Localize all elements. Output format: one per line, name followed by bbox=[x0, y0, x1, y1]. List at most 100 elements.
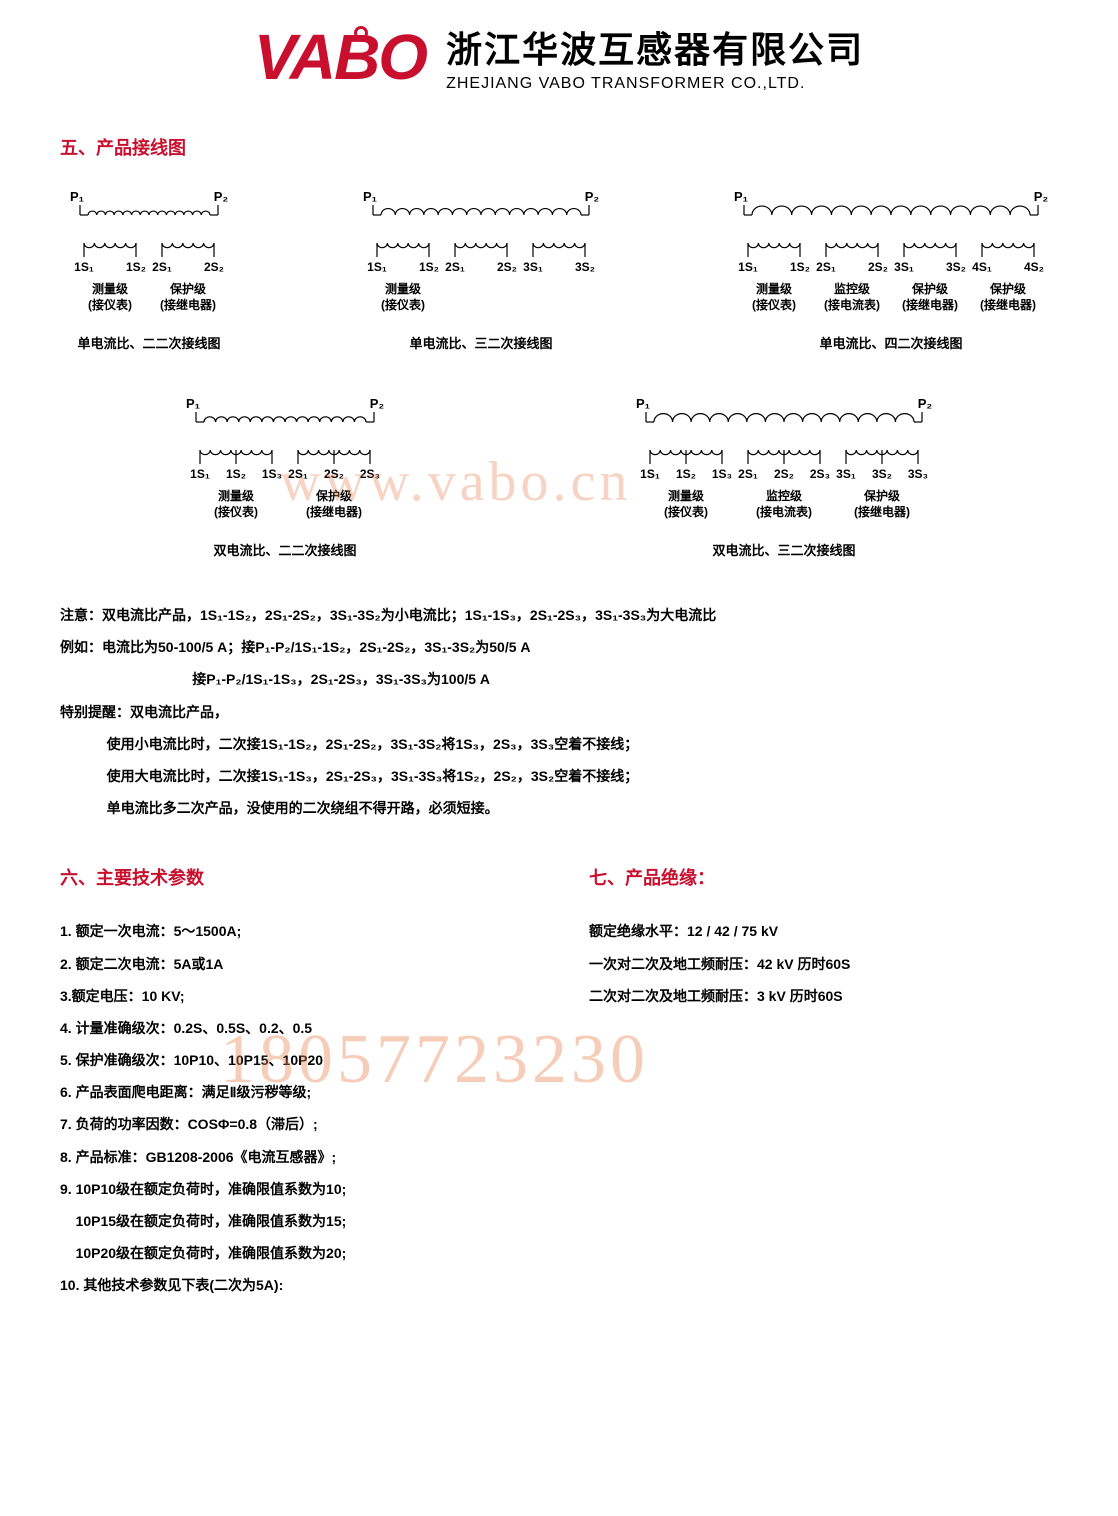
note-line: 例如：电流比为50-100/5 A；接P₁-P₂/1S₁-1S₂，2S₁-2S₂… bbox=[60, 631, 1058, 663]
svg-text:(接继电器): (接继电器) bbox=[980, 297, 1036, 312]
wiring-diagram: P₁P₂1S₁1S₂测量级(接仪表)2S₁2S₂保护级(接继电器) bbox=[60, 185, 238, 315]
diagram-caption: 单电流比、二二次接线图 bbox=[77, 333, 220, 352]
svg-text:(接继电器): (接继电器) bbox=[854, 504, 910, 519]
svg-text:(接仪表): (接仪表) bbox=[381, 297, 425, 312]
svg-text:P₁: P₁ bbox=[734, 189, 748, 204]
notes-block: 注意：双电流比产品，1S₁-1S₂，2S₁-2S₂，3S₁-3S₂为小电流比；1… bbox=[60, 599, 1058, 824]
svg-text:2S₂: 2S₂ bbox=[774, 467, 794, 481]
spec-line: 9. 10P10级在额定负荷时，准确限值系数为10; bbox=[60, 1173, 529, 1205]
svg-text:3S₂: 3S₂ bbox=[946, 260, 966, 274]
spec-line: 8. 产品标准：GB1208-2006《电流互感器》; bbox=[60, 1141, 529, 1173]
logo-text: VABO bbox=[254, 21, 426, 93]
svg-text:2S₁: 2S₁ bbox=[445, 260, 465, 274]
svg-text:(接电流表): (接电流表) bbox=[824, 297, 880, 312]
diagram-block: P₁P₂1S₁1S₂测量级(接仪表)2S₁2S₂保护级(接继电器)单电流比、二二… bbox=[60, 185, 238, 352]
svg-text:2S₂: 2S₂ bbox=[497, 260, 517, 274]
svg-text:3S₃: 3S₃ bbox=[908, 467, 928, 481]
spec-line: 5. 保护准确级次：10P10、10P15、10P20 bbox=[60, 1044, 529, 1076]
company-name-en: ZHEJIANG VABO TRANSFORMER CO.,LTD. bbox=[446, 75, 864, 93]
col-section6: 六、主要技术参数 1. 额定一次电流：5～1500A;2. 额定二次电流：5A或… bbox=[60, 834, 529, 1301]
svg-text:2S₁: 2S₁ bbox=[288, 467, 308, 481]
svg-text:1S₂: 1S₂ bbox=[226, 467, 246, 481]
svg-text:1S₁: 1S₁ bbox=[74, 260, 94, 274]
svg-text:3S₁: 3S₁ bbox=[894, 260, 914, 274]
svg-text:4S₂: 4S₂ bbox=[1024, 260, 1044, 274]
svg-text:保护级: 保护级 bbox=[315, 488, 352, 503]
svg-text:(接仪表): (接仪表) bbox=[88, 297, 132, 312]
col-section7: 七、产品绝缘： 额定绝缘水平：12 / 42 / 75 kV一次对二次及地工频耐… bbox=[589, 834, 1058, 1301]
spec-line: 10P20级在额定负荷时，准确限值系数为20; bbox=[60, 1237, 529, 1269]
svg-text:保护级: 保护级 bbox=[911, 281, 948, 296]
svg-text:P₂: P₂ bbox=[585, 189, 600, 204]
svg-text:2S₃: 2S₃ bbox=[810, 467, 830, 481]
company-name-cn: 浙江华波互感器有限公司 bbox=[446, 21, 864, 73]
wiring-diagram: P₁P₂1S₁1S₂1S₃测量级(接仪表)2S₁2S₂2S₃监控级(接电流表)3… bbox=[626, 392, 942, 522]
svg-text:测量级: 测量级 bbox=[92, 281, 128, 296]
spec-line: 10. 其他技术参数见下表(二次为5A): bbox=[60, 1269, 529, 1301]
svg-text:3S₁: 3S₁ bbox=[523, 260, 543, 274]
svg-text:P₂: P₂ bbox=[370, 396, 385, 411]
svg-text:1S₁: 1S₁ bbox=[738, 260, 758, 274]
specs-two-col: 六、主要技术参数 1. 额定一次电流：5～1500A;2. 额定二次电流：5A或… bbox=[60, 834, 1058, 1301]
svg-text:3S₂: 3S₂ bbox=[872, 467, 892, 481]
spec-line: 3.额定电压：10 KV; bbox=[60, 980, 529, 1012]
svg-text:2S₂: 2S₂ bbox=[868, 260, 888, 274]
svg-text:1S₁: 1S₁ bbox=[640, 467, 660, 481]
svg-text:监控级: 监控级 bbox=[834, 281, 870, 296]
spec-line: 7. 负荷的功率因数：COSΦ=0.8（滞后）; bbox=[60, 1108, 529, 1140]
svg-text:测量级: 测量级 bbox=[218, 488, 254, 503]
svg-text:2S₁: 2S₁ bbox=[152, 260, 172, 274]
specs7-list: 额定绝缘水平：12 / 42 / 75 kV一次对二次及地工频耐压：42 kV … bbox=[589, 915, 1058, 1012]
wiring-diagram: P₁P₂1S₁1S₂测量级(接仪表)2S₁2S₂监控级(接电流表)3S₁3S₂保… bbox=[724, 185, 1058, 315]
svg-text:2S₃: 2S₃ bbox=[360, 467, 380, 481]
page: www.vabo.cn 18057723230 VABO 浙江华波互感器有限公司… bbox=[0, 0, 1118, 1342]
svg-text:P₁: P₁ bbox=[363, 189, 377, 204]
svg-text:2S₁: 2S₁ bbox=[816, 260, 836, 274]
specs6-list: 1. 额定一次电流：5～1500A;2. 额定二次电流：5A或1A3.额定电压：… bbox=[60, 915, 529, 1301]
diagrams-row-1: P₁P₂1S₁1S₂测量级(接仪表)2S₁2S₂保护级(接继电器)单电流比、二二… bbox=[60, 185, 1058, 352]
svg-text:(接仪表): (接仪表) bbox=[664, 504, 708, 519]
diagrams-row-2: P₁P₂1S₁1S₂1S₃测量级(接仪表)2S₁2S₂2S₃保护级(接继电器)双… bbox=[60, 392, 1058, 559]
spec-line: 额定绝缘水平：12 / 42 / 75 kV bbox=[589, 915, 1058, 947]
diagram-caption: 单电流比、三二次接线图 bbox=[409, 333, 552, 352]
svg-text:2S₂: 2S₂ bbox=[324, 467, 344, 481]
spec-line: 10P15级在额定负荷时，准确限值系数为15; bbox=[60, 1205, 529, 1237]
svg-text:保护级: 保护级 bbox=[989, 281, 1026, 296]
note-line: 使用大电流比时，二次接1S₁-1S₃，2S₁-2S₃，3S₁-3S₃将1S₂，2… bbox=[60, 760, 1058, 792]
diagram-block: P₁P₂1S₁1S₂测量级(接仪表)2S₁2S₂监控级(接电流表)3S₁3S₂保… bbox=[724, 185, 1058, 352]
svg-text:2S₁: 2S₁ bbox=[738, 467, 758, 481]
section6-title: 六、主要技术参数 bbox=[60, 864, 529, 890]
note-line: 注意：双电流比产品，1S₁-1S₂，2S₁-2S₂，3S₁-3S₂为小电流比；1… bbox=[60, 599, 1058, 631]
spec-line: 4. 计量准确级次：0.2S、0.5S、0.2、0.5 bbox=[60, 1012, 529, 1044]
svg-text:(接继电器): (接继电器) bbox=[902, 297, 958, 312]
svg-text:P₁: P₁ bbox=[636, 396, 650, 411]
spec-line: 2. 额定二次电流：5A或1A bbox=[60, 948, 529, 980]
svg-text:1S₁: 1S₁ bbox=[190, 467, 210, 481]
svg-text:(接仪表): (接仪表) bbox=[752, 297, 796, 312]
section5-title: 五、产品接线图 bbox=[60, 134, 1058, 160]
spec-line: 一次对二次及地工频耐压：42 kV 历时60S bbox=[589, 948, 1058, 980]
svg-text:2S₂: 2S₂ bbox=[204, 260, 224, 274]
section7-title: 七、产品绝缘： bbox=[589, 864, 1058, 890]
wiring-diagram: P₁P₂1S₁1S₂1S₃测量级(接仪表)2S₁2S₂2S₃保护级(接继电器) bbox=[176, 392, 394, 522]
spec-line: 6. 产品表面爬电距离：满足Ⅱ级污秽等级; bbox=[60, 1076, 529, 1108]
spec-line: 1. 额定一次电流：5～1500A; bbox=[60, 915, 529, 947]
svg-text:保护级: 保护级 bbox=[863, 488, 900, 503]
svg-text:(接继电器): (接继电器) bbox=[306, 504, 362, 519]
svg-text:(接电流表): (接电流表) bbox=[756, 504, 812, 519]
svg-text:1S₁: 1S₁ bbox=[367, 260, 387, 274]
note-line: 特别提醒：双电流比产品， bbox=[60, 696, 1058, 728]
diagram-caption: 双电流比、二二次接线图 bbox=[213, 540, 356, 559]
svg-text:1S₂: 1S₂ bbox=[419, 260, 439, 274]
svg-text:1S₂: 1S₂ bbox=[790, 260, 810, 274]
svg-text:3S₂: 3S₂ bbox=[575, 260, 595, 274]
note-line: 单电流比多二次产品，没使用的二次绕组不得开路，必须短接。 bbox=[60, 792, 1058, 824]
note-line: 接P₁-P₂/1S₁-1S₃，2S₁-2S₃，3S₁-3S₃为100/5 A bbox=[60, 663, 1058, 695]
page-header: VABO 浙江华波互感器有限公司 ZHEJIANG VABO TRANSFORM… bbox=[60, 20, 1058, 94]
wiring-diagram: P₁P₂1S₁1S₂测量级(接仪表)2S₁2S₂3S₁3S₂ bbox=[353, 185, 609, 315]
company-block: 浙江华波互感器有限公司 ZHEJIANG VABO TRANSFORMER CO… bbox=[446, 21, 864, 93]
svg-text:P₂: P₂ bbox=[214, 189, 229, 204]
svg-text:P₁: P₁ bbox=[186, 396, 200, 411]
svg-text:P₂: P₂ bbox=[918, 396, 933, 411]
svg-text:P₁: P₁ bbox=[70, 189, 84, 204]
